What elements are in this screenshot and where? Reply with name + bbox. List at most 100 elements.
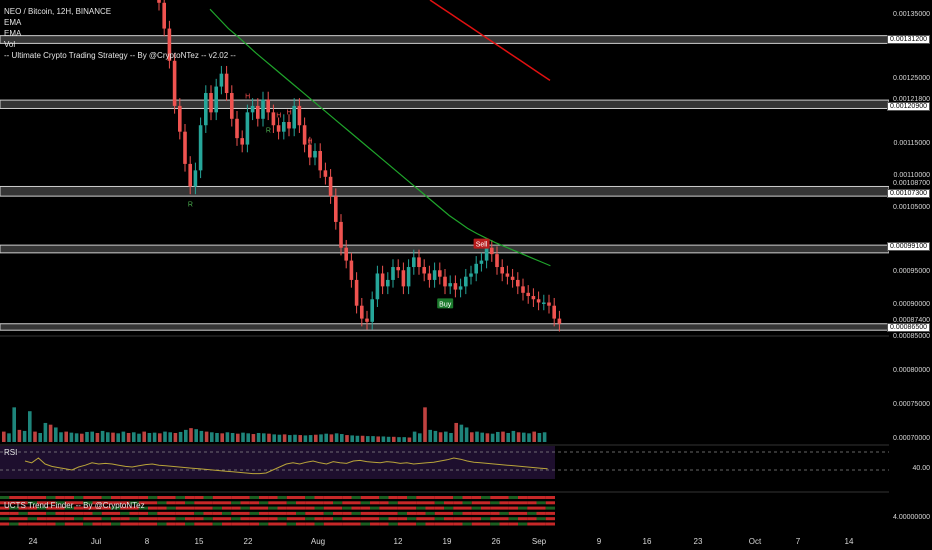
trend-cell <box>129 517 139 521</box>
trend-cell <box>536 496 546 499</box>
trend-cell <box>545 511 555 515</box>
volume-bar <box>69 432 74 442</box>
candle-body <box>386 279 390 287</box>
vol-legend[interactable]: Vol <box>4 40 16 49</box>
price-tick-label: 0.00121800 <box>893 95 930 103</box>
trend-cell <box>249 506 259 510</box>
volume-bar <box>43 422 48 442</box>
trend-cell <box>231 496 241 499</box>
volume-bar <box>225 432 230 442</box>
trend-cell <box>83 501 93 505</box>
volume-bar <box>480 432 484 442</box>
volume-bar <box>381 436 386 442</box>
volume-bar <box>444 431 448 442</box>
trend-cell <box>27 511 37 515</box>
trend-cell <box>490 511 500 515</box>
volume-bar <box>282 434 287 442</box>
trend-cell <box>462 522 472 526</box>
trend-title[interactable]: UCTS Trend Finder -- By @CryptoNTez <box>4 501 145 510</box>
volume-bar <box>173 432 178 442</box>
trend-cell <box>55 511 65 515</box>
candle-body <box>521 286 525 293</box>
trend-cell <box>194 522 204 526</box>
candle-body <box>453 283 458 290</box>
signal-badge <box>437 298 454 309</box>
price-axis[interactable]: 0.00135000 0.00131200 0.00125000 0.00121800… <box>887 0 932 550</box>
trend-cell <box>388 496 398 499</box>
rsi-level-lines <box>0 451 889 471</box>
trend-cell <box>138 501 148 505</box>
trend-cell <box>138 522 148 526</box>
ema-fast-line <box>209 8 551 267</box>
volume-bar <box>189 428 193 442</box>
trend-cell <box>296 506 306 510</box>
trend-cell <box>407 506 417 510</box>
trend-cell <box>499 506 509 510</box>
ema-legend-2[interactable]: EMA <box>4 29 22 38</box>
trend-cell <box>379 511 389 515</box>
volume-bar <box>220 433 224 442</box>
trend-cell <box>388 501 398 505</box>
candle-body <box>391 267 395 280</box>
volume-bar <box>251 434 256 442</box>
candle-body <box>188 163 192 187</box>
candle-body <box>344 247 348 261</box>
ema-slow-line <box>429 0 551 82</box>
trend-cell <box>527 496 537 499</box>
trend-cell <box>175 522 185 526</box>
trend-cell <box>499 517 509 521</box>
trend-cell <box>397 496 407 499</box>
trend-cell <box>323 506 333 510</box>
trend-cell <box>27 496 37 499</box>
trend-cell <box>471 496 481 499</box>
price-tick-label: 0.00125000 <box>893 75 930 83</box>
volume-bar <box>74 433 79 442</box>
volume-bar <box>100 430 105 442</box>
candle-body <box>365 318 369 322</box>
volume-bar <box>506 432 510 442</box>
support-band <box>0 35 890 44</box>
support-band <box>0 323 890 331</box>
trend-cell <box>333 506 343 510</box>
candle-body <box>245 112 250 145</box>
trend-cell <box>416 496 426 499</box>
trend-cell <box>425 522 435 526</box>
time-tick-label: 24 <box>28 537 38 546</box>
trend-cell <box>527 511 537 515</box>
signal-label: H <box>287 109 292 116</box>
trend-cell <box>286 506 296 510</box>
candle-body <box>334 196 338 222</box>
trend-cell <box>166 496 176 499</box>
ema-legend-1[interactable]: EMA <box>4 18 22 27</box>
rsi-title[interactable]: RSI <box>4 448 18 457</box>
trend-cell <box>268 511 278 515</box>
trend-cell <box>46 496 56 499</box>
candle-body <box>224 73 229 94</box>
trend-cell <box>342 506 352 510</box>
volume-bar <box>236 433 240 442</box>
trend-cell <box>222 522 232 526</box>
trend-cell <box>74 496 84 499</box>
volume-bar <box>121 431 126 442</box>
trend-cell <box>259 517 269 521</box>
volume-bar <box>464 427 469 442</box>
trend-cell <box>323 522 333 526</box>
trend-cell <box>166 517 176 521</box>
trend-cell <box>286 496 296 499</box>
trend-cell <box>212 501 222 505</box>
candle-body <box>542 302 546 304</box>
strategy-legend[interactable]: -- Ultimate Crypto Trading Strategy -- B… <box>4 51 236 60</box>
volume-bar <box>168 432 172 442</box>
trend-cell <box>471 522 481 526</box>
volume-bar <box>33 431 37 442</box>
candle-body <box>172 60 177 106</box>
trend-cell <box>157 496 167 499</box>
volume-bar <box>2 431 6 442</box>
trend-cell <box>471 501 481 505</box>
volume-bar <box>475 431 479 442</box>
time-tick-label: 19 <box>442 537 452 546</box>
candle-body <box>552 305 556 319</box>
candle-body <box>219 73 224 87</box>
candle-body <box>292 105 296 129</box>
